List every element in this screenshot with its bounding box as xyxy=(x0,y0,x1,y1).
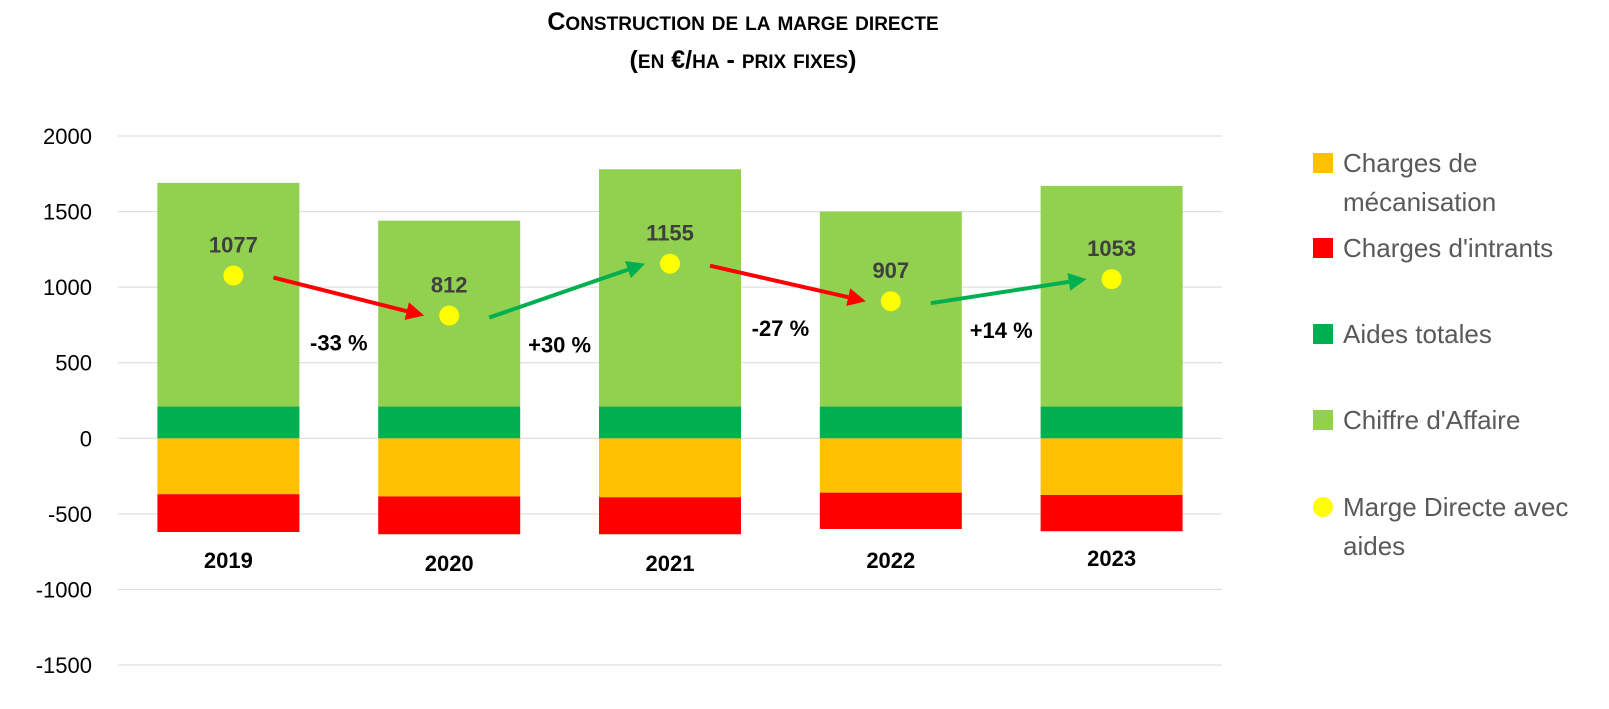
marge-point xyxy=(880,291,901,312)
bar-segment xyxy=(819,406,962,439)
y-axis: 2000 1500 1000 500 0 -500 -1000 -1500 xyxy=(36,124,92,678)
y-tick-label: -1500 xyxy=(36,653,92,678)
bar-segment xyxy=(1040,494,1183,532)
legend: Charges de mécanisation Charges d'intrants… xyxy=(1313,148,1568,561)
bar-segment xyxy=(378,438,521,497)
bar-segment xyxy=(378,406,521,439)
arrow-head xyxy=(846,288,866,306)
legend-label: Chiffre d'Affaire xyxy=(1343,405,1520,435)
legend-label: Aides totales xyxy=(1343,319,1492,349)
bar-segment xyxy=(157,182,300,407)
legend-swatch xyxy=(1313,238,1333,258)
data-label: 907 xyxy=(872,258,909,283)
x-category-label: 2023 xyxy=(1087,546,1136,571)
bar-segment xyxy=(819,492,962,529)
marge-point xyxy=(660,253,680,274)
data-label: 1077 xyxy=(209,233,258,258)
bar-segment xyxy=(599,169,741,407)
bar-segment xyxy=(1040,438,1183,495)
legend-swatch xyxy=(1313,497,1333,517)
legend-item: Marge Directe avec aides xyxy=(1313,492,1568,561)
change-label: -33 % xyxy=(310,331,367,356)
legend-label: Charges d'intrants xyxy=(1343,233,1553,263)
legend-label: Charges de xyxy=(1343,148,1477,178)
data-label: 812 xyxy=(431,273,468,298)
change-arrow xyxy=(272,275,408,314)
legend-swatch xyxy=(1313,410,1333,430)
arrow-head xyxy=(404,302,425,320)
bar-segment xyxy=(157,438,300,495)
chart-title: CONSTRUCTION DE LA MARGE DIRECTE (EN €/HA… xyxy=(547,8,938,74)
data-label: 1053 xyxy=(1087,236,1136,261)
y-tick-label: 2000 xyxy=(43,124,92,149)
x-category-label: 2019 xyxy=(204,548,253,573)
marge-points: 1077 812 1155 907 1053 xyxy=(209,221,1136,326)
x-category-label: 2022 xyxy=(866,548,915,573)
marge-point xyxy=(1101,269,1122,290)
bar-segment xyxy=(157,406,300,439)
bar-segment xyxy=(819,438,962,493)
chart-title-line-1: CONSTRUCTION DE LA MARGE DIRECTE xyxy=(547,8,938,36)
arrow-head xyxy=(625,261,645,279)
data-label: 1155 xyxy=(646,221,694,246)
legend-item: Charges de mécanisation xyxy=(1313,148,1496,217)
bar-segment xyxy=(599,497,741,535)
bar-segment xyxy=(378,496,521,535)
y-tick-label: 0 xyxy=(80,426,92,451)
bar-segment xyxy=(1040,406,1183,439)
change-label: +14 % xyxy=(970,318,1033,343)
bar-segment xyxy=(1040,185,1183,407)
bar-segment xyxy=(599,406,741,439)
legend-label: mécanisation xyxy=(1343,187,1496,217)
y-tick-label: -500 xyxy=(48,502,92,527)
legend-swatch xyxy=(1313,153,1333,173)
change-arrow xyxy=(488,267,629,320)
change-label: -27 % xyxy=(752,316,809,341)
bar-segment xyxy=(157,494,300,532)
change-label: +30 % xyxy=(528,333,591,358)
change-arrow xyxy=(930,279,1070,306)
y-tick-label: 1000 xyxy=(43,275,92,300)
y-tick-label: 500 xyxy=(55,351,92,376)
legend-swatch xyxy=(1313,324,1333,344)
y-tick-label: -1000 xyxy=(36,577,92,602)
bar-segment xyxy=(599,438,741,498)
x-category-label: 2021 xyxy=(646,551,695,576)
change-arrows: -33 % +30 % -27 % +14 % xyxy=(272,261,1087,358)
x-category-label: 2020 xyxy=(425,551,474,576)
legend-item: Aides totales xyxy=(1313,319,1492,349)
legend-label: aides xyxy=(1343,531,1405,561)
legend-item: Chiffre d'Affaire xyxy=(1313,405,1520,435)
marge-point xyxy=(223,265,244,286)
legend-label: Marge Directe avec xyxy=(1343,492,1568,522)
y-tick-label: 1500 xyxy=(43,200,92,225)
legend-item: Charges d'intrants xyxy=(1313,233,1553,263)
arrow-head xyxy=(1067,272,1087,291)
x-axis-labels: 2019 2020 2021 2022 2023 xyxy=(204,546,1136,576)
chart-subtitle: (EN €/HA - PRIX FIXES) xyxy=(630,46,857,74)
change-arrow xyxy=(709,263,849,300)
marge-point xyxy=(439,305,460,326)
